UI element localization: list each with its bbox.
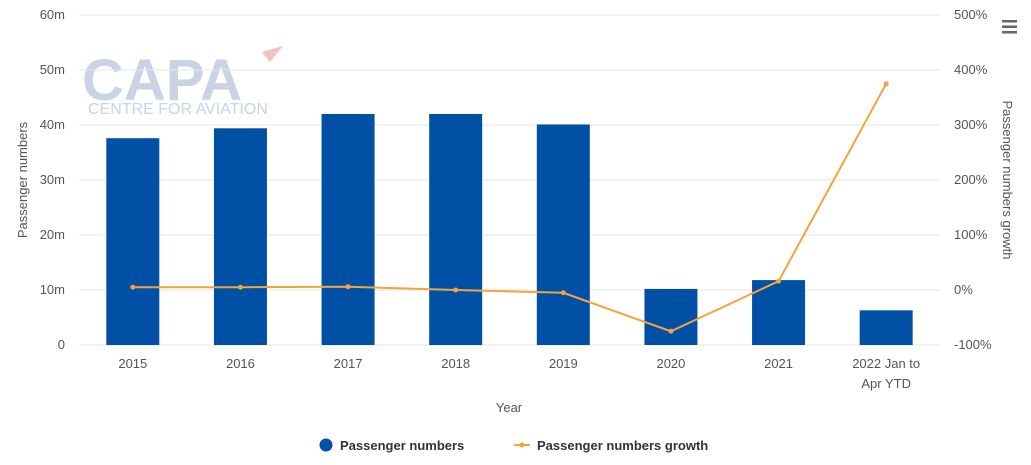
y2-tick-label: 200%: [954, 172, 988, 187]
x-tick-label: 2018: [441, 356, 470, 371]
x-tick-label: 2019: [549, 356, 578, 371]
legend-bar-marker: [319, 438, 333, 452]
y2-tick-label: 100%: [954, 227, 988, 242]
y-axis-ticks: 0 10m 20m 30m 40m 50m 60m: [40, 7, 65, 352]
watermark-logo: CAPA: [82, 48, 242, 113]
growth-line: [132, 83, 888, 333]
x-axis-title: Year: [496, 400, 523, 415]
y2-tick-label: 0%: [954, 282, 973, 297]
y2-tick-label: 500%: [954, 7, 988, 22]
growth-point-2020[interactable]: [668, 328, 674, 334]
watermark-tagline: CENTRE FOR AVIATION: [88, 101, 268, 118]
y-tick-label: 10m: [40, 282, 65, 297]
x-tick-label: 2020: [656, 356, 685, 371]
y-tick-label: 50m: [40, 62, 65, 77]
growth-point-2015[interactable]: [130, 284, 136, 290]
x-tick-label: 2022 Jan to Apr YTD: [852, 356, 920, 391]
growth-point-2019[interactable]: [560, 290, 566, 296]
x-tick-label: 2017: [334, 356, 363, 371]
watermark-plane-icon: [262, 46, 283, 62]
legend-label: Passenger numbers: [340, 438, 464, 453]
bar-2021[interactable]: [752, 280, 806, 345]
growth-point-2021[interactable]: [776, 278, 782, 284]
bar-2015[interactable]: [106, 138, 160, 345]
y2-axis-ticks: -100% 0% 100% 200% 300% 400% 500%: [954, 7, 992, 352]
y-tick-label: 30m: [40, 172, 65, 187]
y-tick-label: 0: [58, 337, 65, 352]
bar-series: [106, 114, 913, 345]
bar-2016[interactable]: [213, 128, 267, 345]
hamburger-menu-icon[interactable]: [999, 18, 1019, 36]
legend: Passenger numbers Passenger numbers grow…: [319, 438, 708, 453]
y-tick-label: 20m: [40, 227, 65, 242]
bar-2022-jan-to-apr-ytd[interactable]: [859, 310, 913, 345]
y2-axis-title: Passenger numbers growth: [1000, 101, 1015, 260]
legend-label: Passenger numbers growth: [537, 438, 708, 453]
y2-tick-label: 300%: [954, 117, 988, 132]
growth-point-2018[interactable]: [453, 287, 459, 293]
y-axis-title: Passenger numbers: [15, 121, 30, 238]
legend-item-passenger-numbers[interactable]: Passenger numbers: [319, 438, 465, 453]
bar-2017[interactable]: [321, 114, 375, 345]
bar-2020[interactable]: [644, 288, 698, 345]
x-tick-label: 2015: [118, 356, 147, 371]
x-tick-label: 2021: [764, 356, 793, 371]
growth-point-2016[interactable]: [237, 284, 243, 290]
x-tick-label: 2016: [226, 356, 255, 371]
y-tick-label: 40m: [40, 117, 65, 132]
capa-watermark: CAPA CENTRE FOR AVIATION: [82, 46, 283, 118]
bar-2018[interactable]: [429, 114, 483, 345]
y-tick-label: 60m: [40, 7, 65, 22]
growth-point-2017[interactable]: [345, 284, 351, 290]
y2-tick-label: 400%: [954, 62, 988, 77]
y2-tick-label: -100%: [954, 337, 992, 352]
legend-item-passenger-numbers-growth[interactable]: Passenger numbers growth: [514, 438, 708, 453]
growth-point-2022-jan-to-apr-ytd[interactable]: [883, 81, 889, 87]
line-series: [130, 81, 889, 334]
x-axis-ticks: 2015 2016 2017 2018 2019 2020 2021 2022 Jan to A…: [118, 356, 920, 391]
bar-2019[interactable]: [536, 124, 590, 345]
